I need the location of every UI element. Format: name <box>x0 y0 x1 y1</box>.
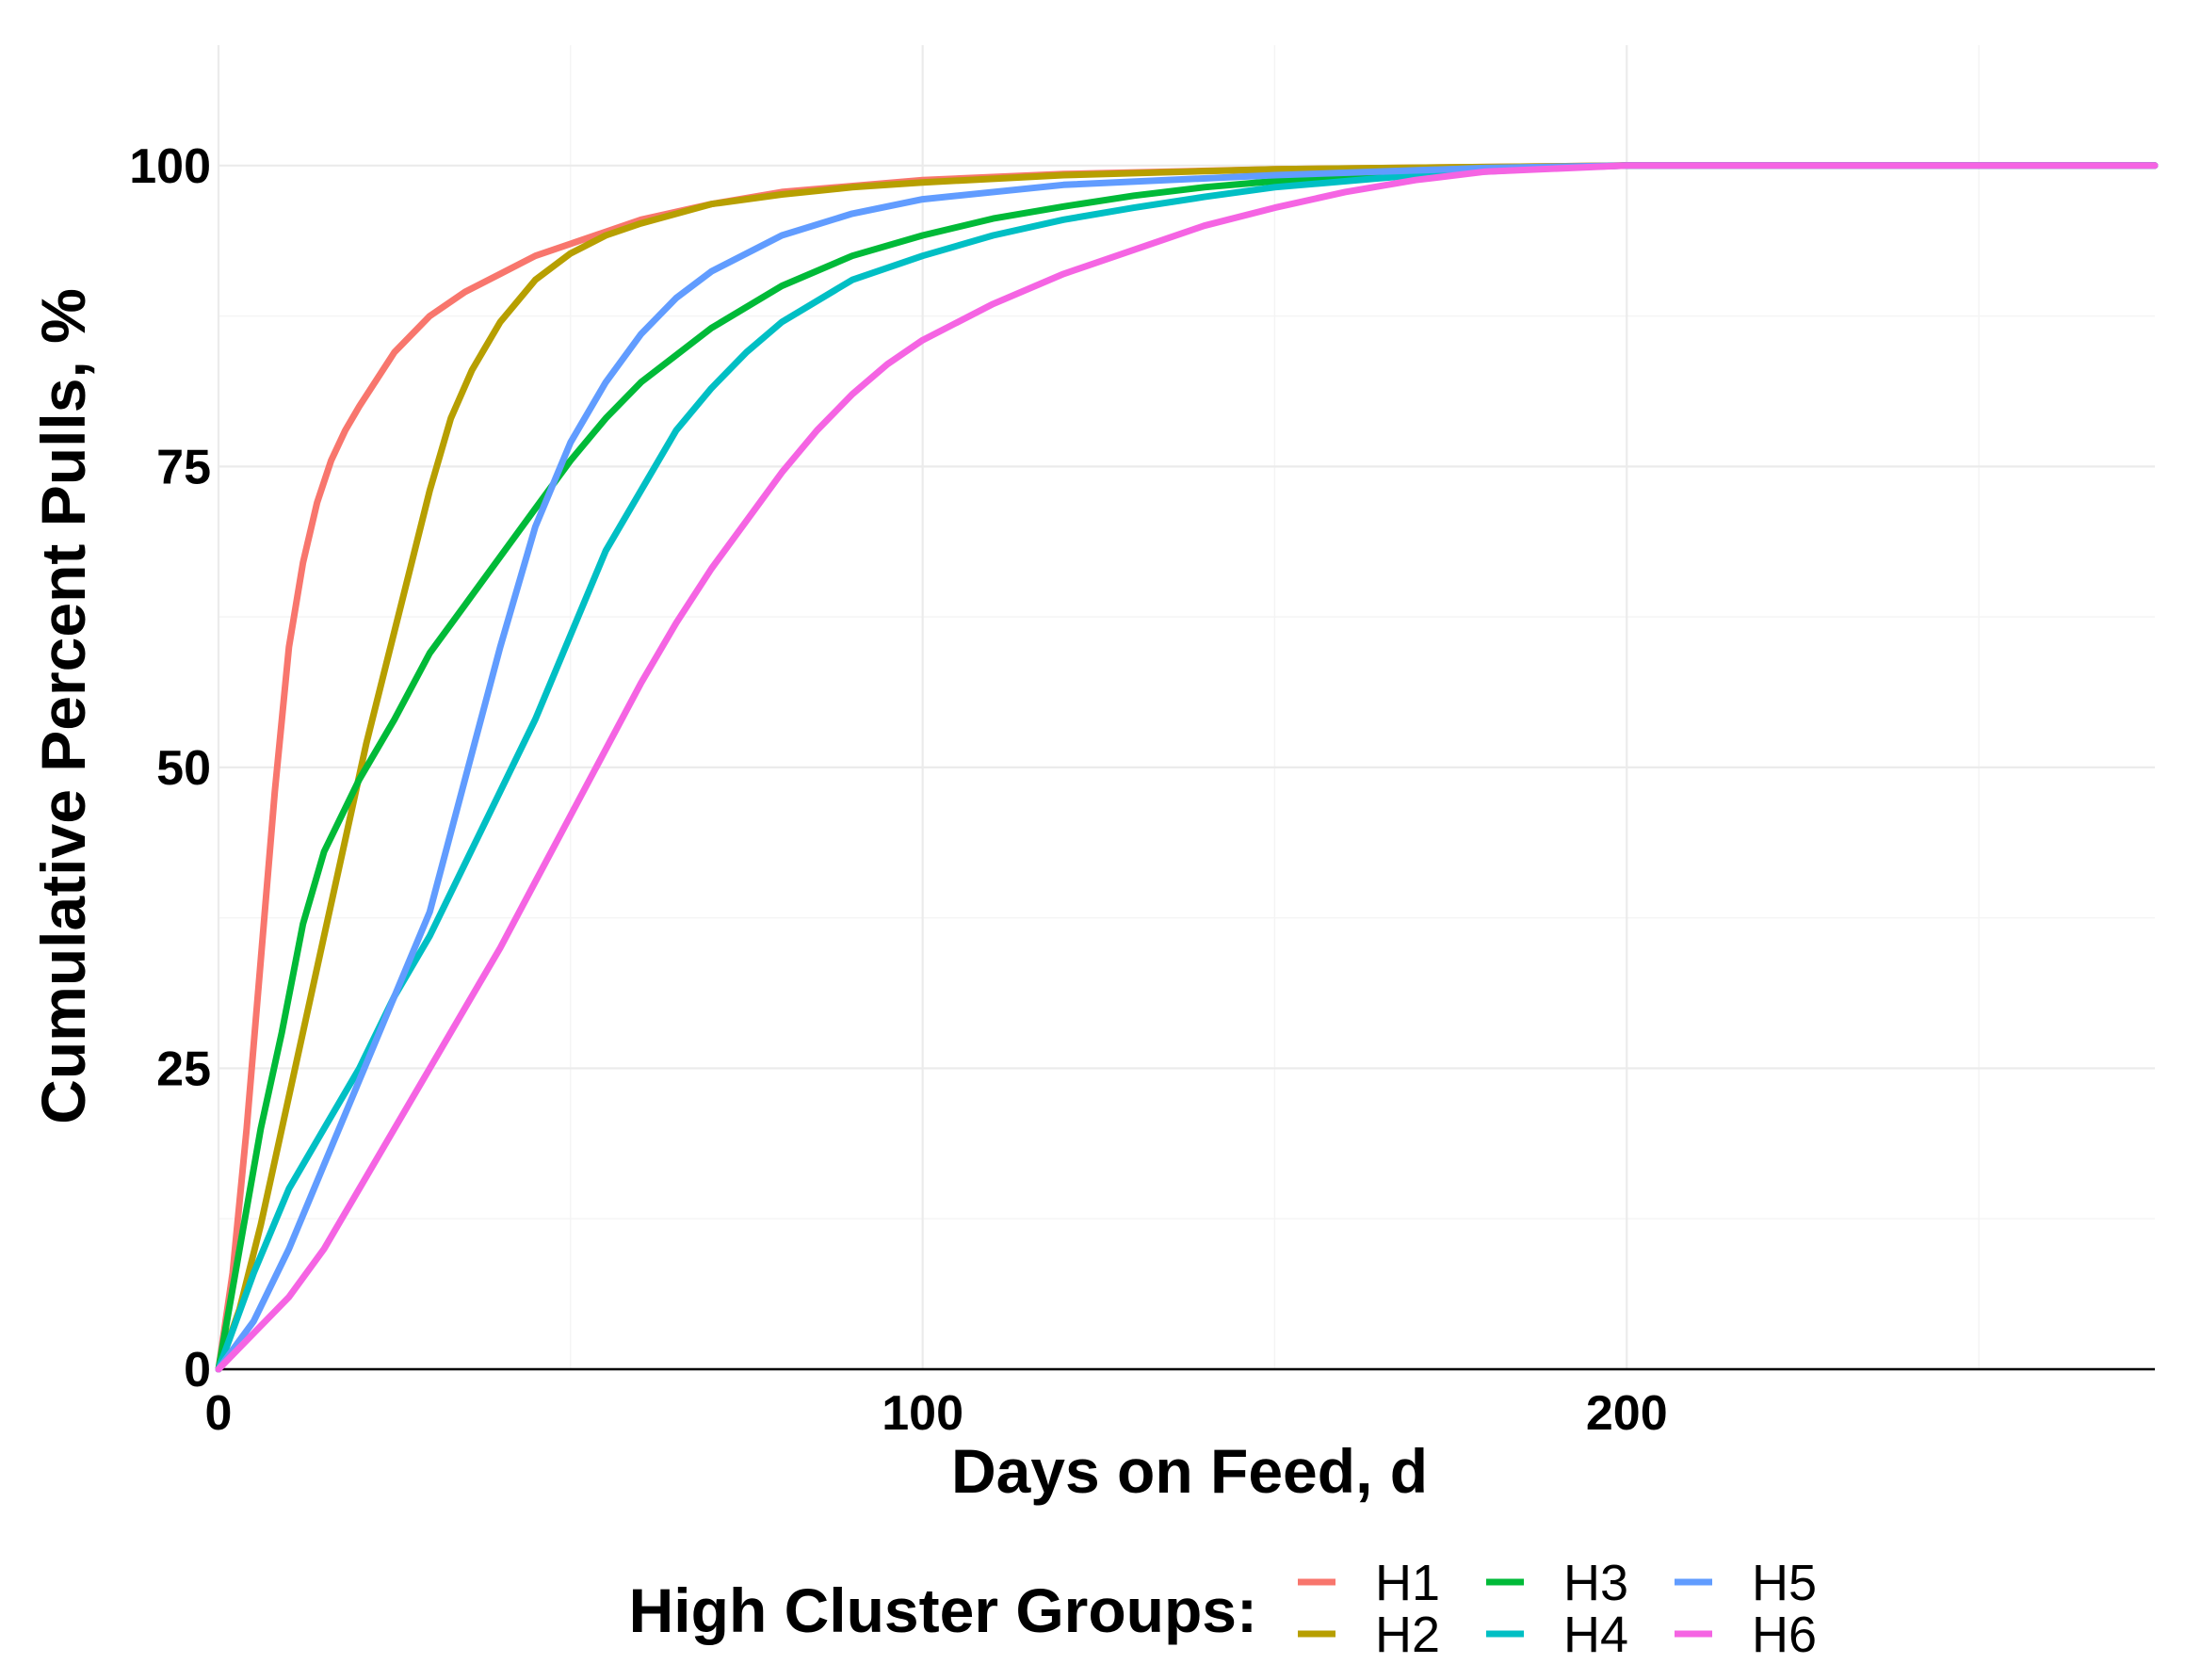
y-axis-title: Cumulative Percent Pulls, % <box>28 288 98 1124</box>
x-tick-label: 0 <box>205 1386 233 1441</box>
x-tick-label: 100 <box>882 1386 963 1441</box>
legend-label-h3: H3 <box>1563 1555 1628 1611</box>
y-tick-label: 25 <box>156 1042 211 1096</box>
tick-labels: 0 100 200 0 25 50 75 100 <box>129 139 1667 1441</box>
legend-label-h6: H6 <box>1752 1607 1817 1663</box>
legend-item-h4: H4 <box>1486 1607 1628 1663</box>
y-tick-label: 0 <box>184 1343 211 1397</box>
legend-item-h1: H1 <box>1298 1555 1440 1611</box>
series-lines <box>215 162 2159 1373</box>
x-axis-title: Days on Feed, d <box>951 1436 1428 1506</box>
legend-item-h6: H6 <box>1675 1607 1817 1663</box>
y-tick-label: 50 <box>156 741 211 796</box>
legend-item-h2: H2 <box>1298 1607 1440 1663</box>
legend-title: High Cluster Groups: <box>629 1575 1257 1645</box>
x-tick-label: 200 <box>1586 1386 1668 1441</box>
legend-item-h5: H5 <box>1675 1555 1817 1611</box>
legend-label-h1: H1 <box>1375 1555 1440 1611</box>
series-line-h3 <box>215 162 2159 1373</box>
y-tick-label: 75 <box>156 440 211 494</box>
series-line-h2 <box>215 162 2159 1373</box>
series-line-h5 <box>215 162 2159 1373</box>
legend-label-h4: H4 <box>1563 1607 1628 1663</box>
legend-label-h2: H2 <box>1375 1607 1440 1663</box>
y-tick-label: 100 <box>129 139 211 194</box>
series-line-h6 <box>215 162 2159 1373</box>
legend-item-h3: H3 <box>1486 1555 1628 1611</box>
legend-label-h5: H5 <box>1752 1555 1817 1611</box>
